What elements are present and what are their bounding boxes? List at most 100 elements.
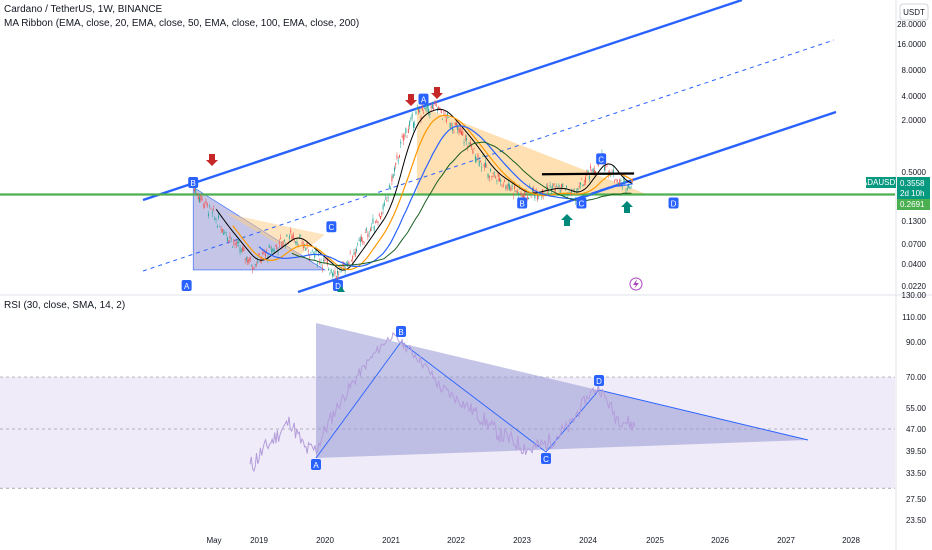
- candle-body: [243, 247, 245, 251]
- price-tick-label: 0.0400: [902, 260, 927, 269]
- ma-ribbon-legend[interactable]: MA Ribbon (EMA, close, 20, EMA, close, 5…: [4, 18, 360, 29]
- candle-body: [426, 105, 428, 108]
- candle-body: [272, 248, 274, 252]
- candle-body: [502, 185, 504, 187]
- candle-body: [399, 154, 401, 158]
- candle-body: [329, 273, 331, 275]
- time-tick-label: 2026: [711, 536, 729, 545]
- candle-body: [577, 188, 579, 191]
- candle-body: [463, 142, 465, 144]
- candle-body: [412, 122, 414, 128]
- pattern-point-0: [181, 280, 192, 291]
- candle-body: [415, 111, 417, 115]
- candle-body: [425, 107, 427, 111]
- candle-body: [194, 188, 196, 192]
- candle-body: [454, 122, 456, 126]
- candle-body: [530, 195, 532, 197]
- candle-body: [469, 142, 471, 146]
- candle-body: [387, 196, 389, 198]
- candle-body: [573, 189, 575, 191]
- candle-body: [323, 260, 325, 262]
- candle-body: [324, 259, 326, 262]
- candle-body: [416, 108, 418, 110]
- candle-body: [210, 208, 212, 210]
- candle-body: [266, 250, 268, 252]
- candle-body: [420, 117, 422, 120]
- candle-body: [612, 169, 614, 175]
- candle-body: [362, 240, 364, 243]
- candle-body: [624, 179, 626, 183]
- ema20-line: [215, 108, 633, 271]
- candle-body: [579, 182, 581, 185]
- candle-body: [337, 270, 339, 275]
- candle-body: [292, 234, 294, 239]
- candle-body: [390, 188, 392, 190]
- candle-body: [404, 135, 406, 137]
- candle-body: [334, 271, 336, 275]
- symbol-title: Cardano / TetherUS, 1W, BINANCE: [4, 4, 163, 15]
- candle-body: [286, 234, 288, 237]
- candle-body: [218, 215, 220, 218]
- candle-body: [382, 205, 384, 210]
- candle-body: [564, 189, 566, 191]
- candle-body: [207, 213, 209, 216]
- candle-body: [310, 252, 312, 254]
- candle-body: [479, 161, 481, 162]
- candle-body: [369, 228, 371, 231]
- candle-body: [447, 113, 449, 116]
- candle-body: [620, 180, 622, 181]
- candle-body: [364, 232, 366, 233]
- price-tick-label: 8.0000: [902, 66, 927, 75]
- candle-body: [377, 221, 379, 224]
- rsi-tick-label: 39.50: [906, 447, 927, 456]
- candle-body: [423, 112, 425, 114]
- rsi-pattern-point-0: [311, 459, 321, 470]
- price-tick-label: 0.5000: [902, 168, 927, 177]
- candle-body: [233, 240, 235, 242]
- candle-body: [491, 176, 493, 178]
- candle-body: [434, 102, 436, 105]
- candle-body: [228, 240, 230, 241]
- price-tick-label: 4.0000: [902, 92, 927, 101]
- buy-arrow-2024: [621, 201, 633, 213]
- time-tick-label: 2022: [447, 536, 465, 545]
- candle-body: [200, 195, 202, 201]
- candle-body: [402, 134, 404, 141]
- candle-body: [311, 250, 313, 251]
- candle-body: [240, 250, 242, 251]
- candle-body: [358, 240, 360, 241]
- candle-body: [467, 145, 469, 148]
- candle-body: [604, 166, 606, 171]
- candle-body: [353, 252, 355, 255]
- rsi-pattern-point-1: [396, 326, 406, 337]
- candle-body: [452, 127, 454, 131]
- pattern-label: C: [579, 200, 585, 209]
- candle-body: [269, 247, 271, 249]
- candle-body: [216, 226, 218, 228]
- candle-body: [562, 183, 564, 187]
- candle-body: [566, 185, 568, 188]
- candle-body: [461, 131, 463, 135]
- candle-body: [588, 175, 590, 180]
- candle-body: [237, 242, 239, 243]
- candle-body: [405, 128, 407, 133]
- rsi-tick-label: 55.00: [906, 404, 927, 413]
- candle-body: [338, 274, 340, 275]
- candle-body: [242, 247, 244, 252]
- candle-body: [407, 128, 409, 133]
- candle-body: [629, 187, 631, 189]
- rsi-legend[interactable]: RSI (30, close, SMA, 14, 2): [4, 300, 126, 311]
- price-tag-support: [897, 199, 930, 210]
- candle-body: [504, 180, 506, 182]
- candle-body: [448, 117, 450, 118]
- candle-body: [273, 249, 275, 252]
- candle-body: [267, 258, 269, 260]
- candle-body: [500, 179, 502, 182]
- candle-body: [563, 195, 565, 196]
- candle-body: [464, 136, 466, 138]
- candle-body: [253, 268, 255, 270]
- candle-body: [391, 176, 393, 182]
- candle-body: [490, 169, 492, 171]
- candle-body: [366, 228, 368, 231]
